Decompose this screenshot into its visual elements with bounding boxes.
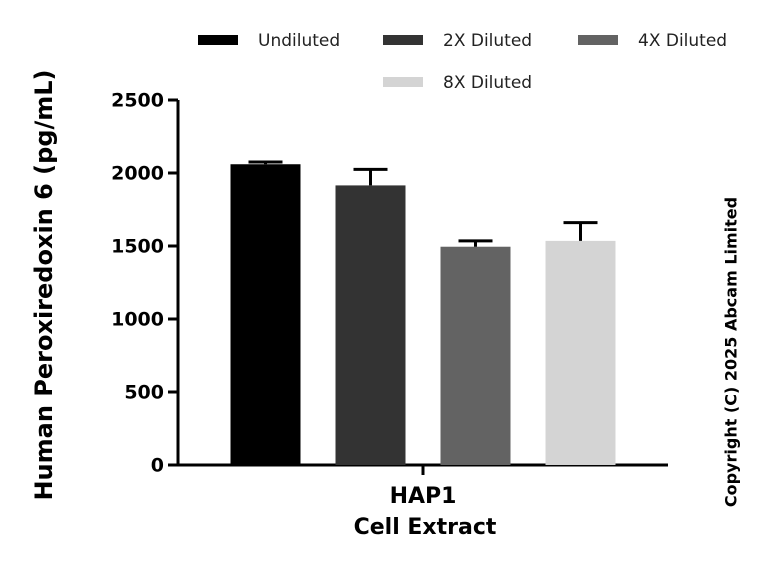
x-axis-label: Cell Extract <box>354 515 497 540</box>
error-bar <box>353 167 388 186</box>
bar <box>545 240 616 465</box>
legend-label: 2X Diluted <box>443 31 532 51</box>
legend-swatch <box>578 35 618 45</box>
legend-swatch <box>198 35 238 45</box>
bar <box>230 164 301 466</box>
bar <box>440 246 511 465</box>
y-tick-label: 2000 <box>111 163 164 185</box>
x-tick-label: HAP1 <box>390 484 457 509</box>
bar <box>335 185 406 465</box>
error-bar <box>248 160 283 165</box>
y-tick-label: 1500 <box>111 236 164 258</box>
legend-swatch <box>383 35 423 45</box>
legend-swatch <box>383 77 423 87</box>
error-bar <box>458 239 493 247</box>
legend-label: 8X Diluted <box>443 73 532 93</box>
y-tick-label: 1000 <box>111 309 164 331</box>
legend-label: Undiluted <box>258 31 340 51</box>
copyright: Copyright (C) 2025 Abcam Limited <box>722 197 741 507</box>
y-tick-label: 2500 <box>111 90 164 112</box>
y-axis-label: Human Peroxiredoxin 6 (pg/mL) <box>30 69 58 500</box>
y-tick-label: 500 <box>124 382 164 404</box>
y-tick-label: 0 <box>151 455 164 477</box>
error-bar <box>563 221 598 241</box>
legend-label: 4X Diluted <box>638 31 727 51</box>
